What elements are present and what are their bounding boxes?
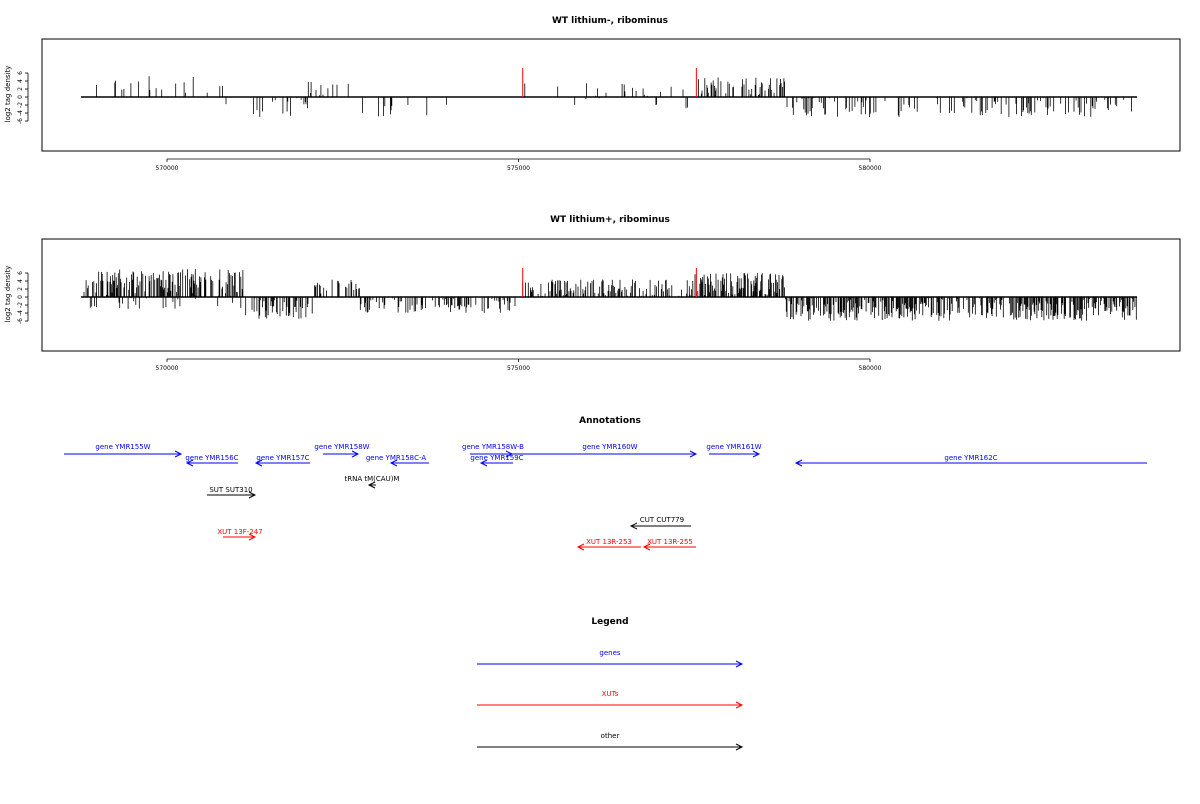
feature-label: gene YMR161W	[706, 443, 761, 451]
annotation-feature: gene YMR161W	[706, 443, 762, 458]
annotation-feature: gene YMR162C	[794, 454, 1147, 467]
density-bars	[81, 76, 1137, 117]
feature-label: XUT 13R-255	[647, 538, 693, 546]
feature-arrowhead	[479, 459, 488, 467]
annotation-feature: gene YMR155W	[64, 443, 183, 458]
feature-arrowhead	[629, 522, 638, 530]
feature-label: SUT SUT310	[209, 486, 252, 494]
x-axis: 570000 575000 580000	[156, 358, 882, 372]
plot-frame	[41, 238, 1181, 352]
y-axis-label: log2 tag density	[4, 66, 12, 123]
legend-arrowhead	[735, 701, 744, 709]
y-tick-label: -6	[17, 118, 24, 124]
feature-arrowhead	[752, 450, 761, 458]
x-tick-label: 575000	[507, 365, 530, 372]
annotation-feature: SUT SUT310	[207, 486, 257, 499]
legend-arrowhead	[735, 743, 744, 751]
marker-lines	[522, 268, 697, 297]
feature-arrowhead	[576, 543, 585, 551]
legend: Legend genes XUTs other	[477, 617, 744, 751]
feature-label: CUT CUT779	[640, 516, 684, 524]
annotations-title: Annotations	[579, 416, 641, 426]
legend-label: XUTs	[602, 690, 619, 698]
feature-label: gene YMR155W	[95, 443, 150, 451]
feature-arrowhead	[389, 459, 398, 467]
annotation-feature: gene YMR160W	[511, 443, 698, 458]
feature-label: gene YMR159C	[470, 454, 523, 462]
y-tick-label: 2	[17, 287, 24, 291]
y-tick-label: 4	[17, 79, 24, 83]
y-tick-label: -2	[17, 302, 24, 308]
x-tick-label: 580000	[859, 165, 882, 172]
feature-label: gene YMR162C	[944, 454, 997, 462]
y-axis: -6 -4 -2 0 2 4 6	[17, 71, 29, 124]
x-tick-label: 575000	[507, 165, 530, 172]
annotation-feature: gene YMR156C	[185, 454, 239, 467]
feature-arrowhead	[794, 459, 803, 467]
annotation-feature: XUT 13R-253	[576, 538, 641, 551]
annotation-feature: XUT 13R-255	[642, 538, 696, 551]
annotation-feature: CUT CUT779	[629, 516, 691, 530]
feature-arrowhead	[248, 533, 257, 541]
annotation-feature: tRNA tM(CAU)M	[345, 475, 400, 489]
y-tick-label: -4	[17, 110, 24, 116]
y-tick-label: 6	[17, 71, 24, 75]
panel-title: WT lithium-, ribominus	[552, 16, 668, 26]
feature-label: gene YMR158W	[314, 443, 369, 451]
feature-arrowhead	[174, 450, 183, 458]
annotation-feature: gene YMR157C	[254, 454, 310, 467]
feature-label: tRNA tM(CAU)M	[345, 475, 400, 483]
legend-items: genes XUTs other	[477, 649, 744, 751]
feature-label: gene YMR158C-A	[366, 454, 427, 462]
y-tick-label: -4	[17, 310, 24, 316]
track-panel-lithium-minus: WT lithium-, ribominus log2 tag density …	[4, 16, 1181, 172]
track-panel-lithium-plus: WT lithium+, ribominus log2 tag density …	[4, 215, 1181, 372]
legend-item: other	[477, 732, 744, 751]
annotation-feature: gene YMR158W	[314, 443, 370, 458]
x-tick-label: 570000	[156, 365, 179, 372]
feature-label: XUT 13F-247	[217, 528, 262, 536]
y-tick-label: 0	[17, 95, 24, 99]
feature-label: gene YMR157C	[256, 454, 309, 462]
feature-label: gene YMR158W-B	[462, 443, 524, 451]
y-axis: -6 -4 -2 0 2 4 6	[17, 271, 29, 324]
annotation-feature: gene YMR159C	[470, 454, 524, 467]
y-tick-label: -6	[17, 318, 24, 324]
y-tick-label: 2	[17, 87, 24, 91]
feature-arrowhead	[351, 450, 360, 458]
feature-arrowhead	[367, 481, 376, 489]
feature-label: gene YMR160W	[582, 443, 637, 451]
x-axis: 570000 575000 580000	[156, 158, 882, 172]
panel-title: WT lithium+, ribominus	[550, 215, 670, 225]
legend-item: genes	[477, 649, 744, 668]
legend-label: genes	[599, 649, 620, 657]
annotation-feature: gene YMR158C-A	[366, 454, 429, 467]
legend-label: other	[601, 732, 620, 740]
legend-title: Legend	[591, 617, 628, 627]
legend-item: XUTs	[477, 690, 744, 709]
feature-arrowhead	[689, 450, 698, 458]
annotation-features: gene YMR155W gene YMR156C gene YMR157C gene…	[64, 443, 1147, 551]
density-bars	[81, 269, 1137, 321]
x-tick-label: 570000	[156, 165, 179, 172]
feature-arrowhead	[254, 459, 263, 467]
feature-label: gene YMR156C	[185, 454, 238, 462]
y-tick-label: 4	[17, 279, 24, 283]
feature-arrowhead	[185, 459, 194, 467]
feature-arrowhead	[642, 543, 651, 551]
legend-arrowhead	[735, 660, 744, 668]
marker-lines	[522, 68, 697, 97]
y-tick-label: -2	[17, 102, 24, 108]
y-axis-label: log2 tag density	[4, 266, 12, 323]
plot-frame	[41, 38, 1181, 152]
feature-label: XUT 13R-253	[586, 538, 632, 546]
feature-arrowhead	[248, 491, 257, 499]
annotation-feature: XUT 13F-247	[217, 528, 263, 541]
x-tick-label: 580000	[859, 365, 882, 372]
y-tick-label: 6	[17, 271, 24, 275]
y-tick-label: 0	[17, 295, 24, 299]
